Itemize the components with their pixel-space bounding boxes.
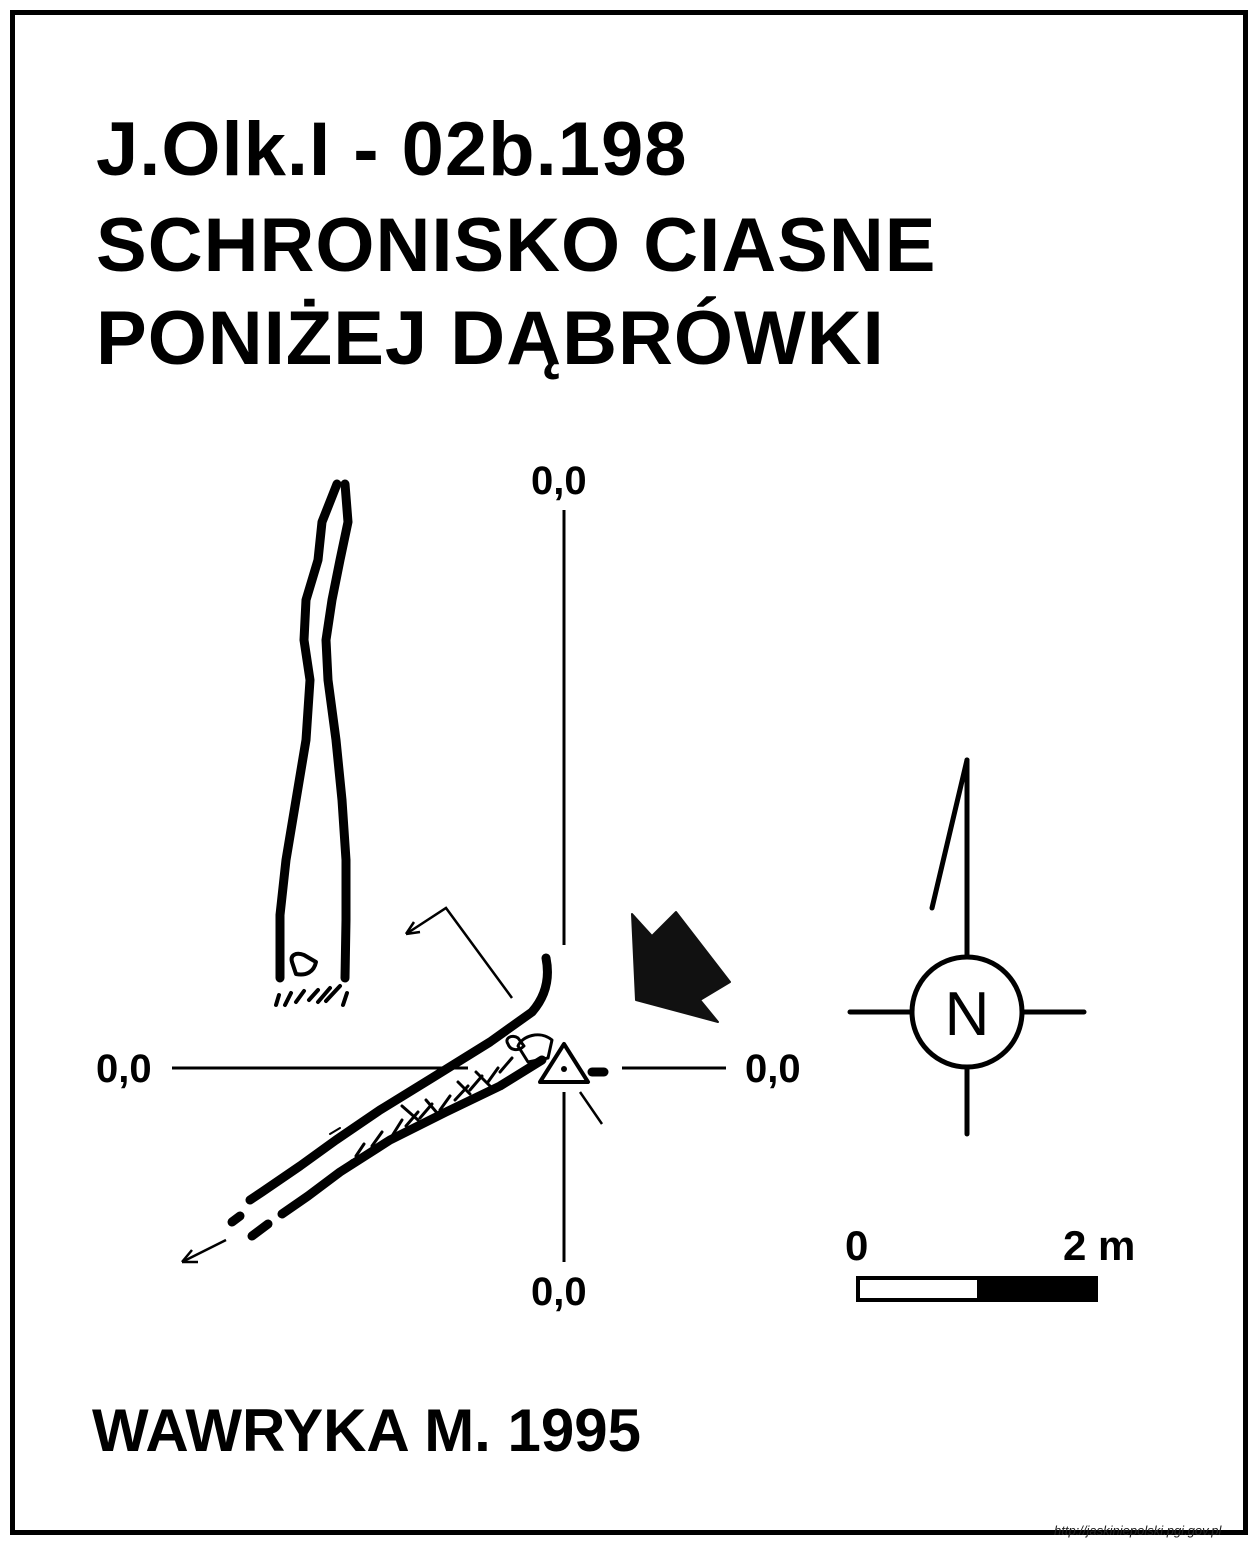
cave-name-line-2: PONIŻEJ DĄBRÓWKI <box>96 296 885 381</box>
north-letter: N <box>945 980 990 1049</box>
section-tick <box>578 1091 604 1125</box>
scale-end-label: 2 m <box>1063 1222 1136 1269</box>
axis-label-top: 0,0 <box>531 459 587 503</box>
axis-label-left: 0,0 <box>96 1047 152 1091</box>
author-credit: WAWRYKA M. 1995 <box>92 1397 641 1464</box>
slope-arrow-upper-icon <box>404 906 514 999</box>
cave-id-title: J.Olk.I - 02b.198 <box>96 107 688 192</box>
cross-section-profile <box>274 479 353 1007</box>
source-url: http://jaskiniepolski.pgi.gov.pl <box>1054 1523 1222 1538</box>
scale-bar <box>856 1276 1098 1302</box>
slope-arrow-lower-icon <box>181 1238 227 1264</box>
datum-triangle-icon <box>538 1042 590 1084</box>
cave-passage-plan <box>227 953 609 1241</box>
axis-label-right: 0,0 <box>745 1047 801 1091</box>
scale-start-label: 0 <box>845 1222 869 1269</box>
axis-label-bottom: 0,0 <box>531 1270 587 1314</box>
north-arrow-icon <box>847 757 1087 1137</box>
cave-name-line-1: SCHRONISKO CIASNE <box>96 203 937 288</box>
entrance-arrow-icon <box>631 911 731 1023</box>
